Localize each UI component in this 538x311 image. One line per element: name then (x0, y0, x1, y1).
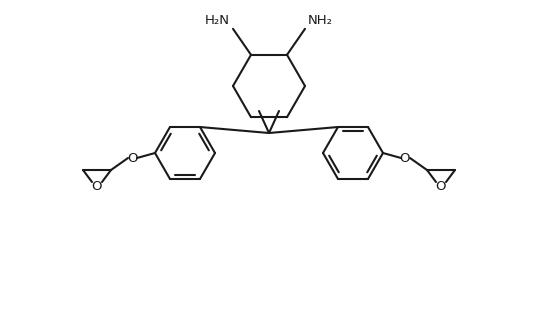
Text: O: O (128, 151, 138, 165)
Text: O: O (436, 179, 446, 193)
Text: H₂N: H₂N (205, 14, 230, 27)
Text: O: O (92, 179, 102, 193)
Text: NH₂: NH₂ (308, 14, 333, 27)
Text: O: O (400, 151, 410, 165)
